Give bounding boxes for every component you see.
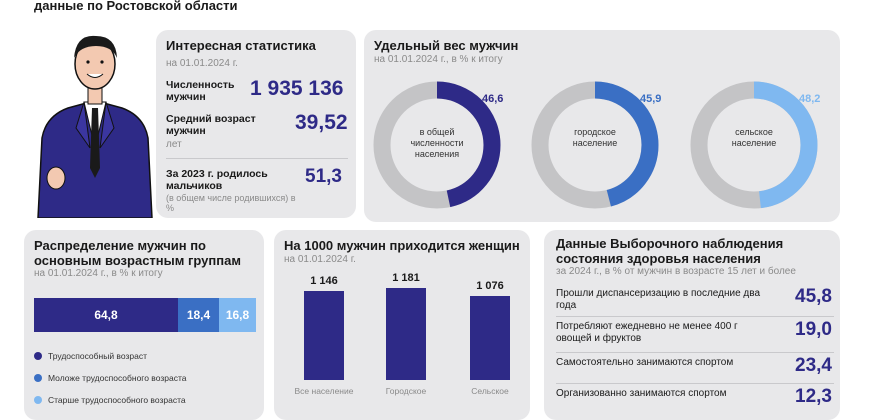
women-bar-category: Городское bbox=[385, 386, 427, 396]
women-bar-value: 1 146 bbox=[310, 275, 338, 287]
donut-arc bbox=[690, 81, 818, 209]
avg-age-label: Средний возраст мужчин bbox=[166, 113, 256, 137]
women-bar-value: 1 076 bbox=[476, 280, 504, 292]
age-sub: на 01.01.2024 г., в % к итогу bbox=[34, 268, 163, 279]
page-subtitle: данные по Ростовской области bbox=[34, 0, 238, 13]
donut-arc bbox=[531, 81, 659, 209]
health-divider bbox=[556, 383, 834, 384]
age-segment: 18,4 bbox=[178, 298, 219, 332]
donut-charts bbox=[373, 81, 818, 209]
share-card bbox=[364, 30, 840, 222]
legend-dot bbox=[34, 396, 42, 404]
man-illustration bbox=[37, 35, 153, 218]
women-bar bbox=[470, 296, 510, 380]
women-sub: на 01.01.2024 г. bbox=[284, 254, 356, 265]
donut-value: 48,2 bbox=[799, 93, 821, 105]
women-bar bbox=[304, 291, 344, 380]
health-sub: за 2024 г., в % от мужчин в возрасте 15 … bbox=[556, 266, 796, 277]
born-label: За 2023 г. родилось мальчиков bbox=[166, 168, 268, 192]
health-divider bbox=[556, 316, 834, 317]
share-title: Удельный вес мужчин bbox=[374, 38, 519, 53]
donut-arc bbox=[373, 81, 501, 209]
population-value: 1 935 136 bbox=[250, 77, 344, 100]
health-row-value: 12,3 bbox=[795, 386, 832, 407]
health-title: Данные Выборочного наблюдения состояния … bbox=[556, 236, 784, 266]
health-row-label: Потребляют ежедневно не менее 400 г овощ… bbox=[556, 321, 738, 344]
women-bar-category: Все население bbox=[294, 386, 354, 396]
health-card bbox=[544, 230, 840, 420]
born-note: (в общем числе родившихся) в % bbox=[166, 193, 296, 213]
legend-label: Трудоспособный возраст bbox=[48, 351, 147, 361]
women-bar bbox=[386, 288, 426, 380]
share-sub: на 01.01.2024 г., в % к итогу bbox=[374, 54, 503, 65]
born-value: 51,3 bbox=[305, 166, 342, 187]
donut-label: сельское население bbox=[731, 127, 777, 148]
health-row-value: 19,0 bbox=[795, 319, 832, 340]
age-segment: 64,8 bbox=[34, 298, 178, 332]
health-row-value: 45,8 bbox=[795, 286, 832, 307]
donut-value: 45,9 bbox=[640, 93, 662, 105]
legend-dot bbox=[34, 374, 42, 382]
legend-label: Моложе трудоспособного возраста bbox=[48, 373, 187, 383]
donut-label: в общей численности населения bbox=[410, 127, 464, 159]
donut-value: 46,6 bbox=[482, 93, 504, 105]
avg-age-unit: лет bbox=[166, 139, 182, 150]
health-row-label: Самостоятельно занимаются спортом bbox=[556, 357, 734, 368]
age-segment: 16,8 bbox=[219, 298, 256, 332]
women-title: На 1000 мужчин приходится женщин bbox=[284, 238, 520, 253]
women-bar-value: 1 181 bbox=[392, 272, 420, 284]
stats-date: на 01.01.2024 г. bbox=[166, 58, 238, 69]
health-row-value: 23,4 bbox=[795, 355, 832, 376]
population-label: Численность мужчин bbox=[166, 79, 235, 103]
avg-age-value: 39,52 bbox=[295, 111, 348, 134]
health-row-label: Организованно занимаются спортом bbox=[556, 388, 727, 399]
stats-divider bbox=[166, 158, 348, 159]
health-row-label: Прошли диспансеризацию в последние два г… bbox=[556, 288, 761, 311]
stats-card bbox=[156, 30, 356, 218]
health-divider bbox=[556, 352, 834, 353]
women-bar-category: Сельское bbox=[471, 386, 509, 396]
legend-label: Старше трудоспособного возраста bbox=[48, 395, 186, 405]
age-title: Распределение мужчин по основным возраст… bbox=[34, 238, 241, 268]
stats-title: Интересная статистика bbox=[166, 38, 316, 53]
legend-dot bbox=[34, 352, 42, 360]
donut-label: городское население bbox=[572, 127, 618, 148]
